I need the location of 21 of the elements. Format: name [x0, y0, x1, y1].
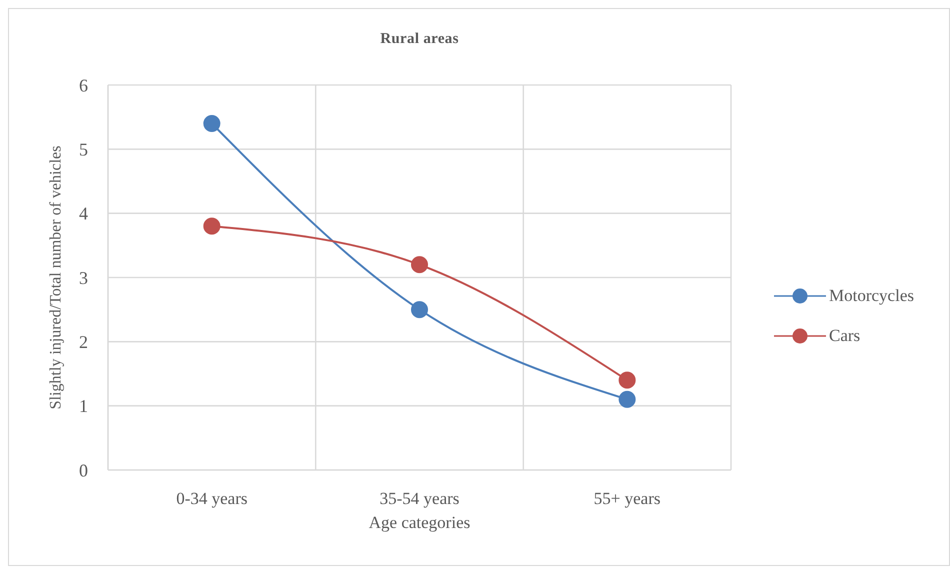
y-tick-label: 6 — [79, 75, 88, 96]
point — [203, 115, 220, 132]
x-tick-label: 0-34 years — [176, 489, 248, 508]
legend-label: Motorcycles — [829, 286, 914, 306]
y-tick-label: 0 — [79, 460, 88, 480]
x-axis-title: Age categories — [368, 513, 470, 532]
point — [618, 390, 636, 408]
y-tick-label: 3 — [79, 268, 88, 288]
point — [203, 218, 220, 235]
x-tick-label: 35-54 years — [380, 489, 460, 508]
y-tick-label: 1 — [79, 396, 88, 416]
point — [411, 256, 428, 274]
legend-label: Cars — [829, 326, 860, 346]
y-axis-title: Slightly injured/Total number of vehicles — [48, 146, 65, 410]
x-tick-label: 55+ years — [594, 489, 661, 508]
point — [618, 372, 636, 389]
point — [411, 301, 428, 318]
y-tick-label: 4 — [79, 204, 88, 224]
y-tick-label: 2 — [79, 332, 88, 352]
y-tick-label: 5 — [79, 140, 88, 160]
chart-title: Rural areas — [379, 31, 460, 48]
